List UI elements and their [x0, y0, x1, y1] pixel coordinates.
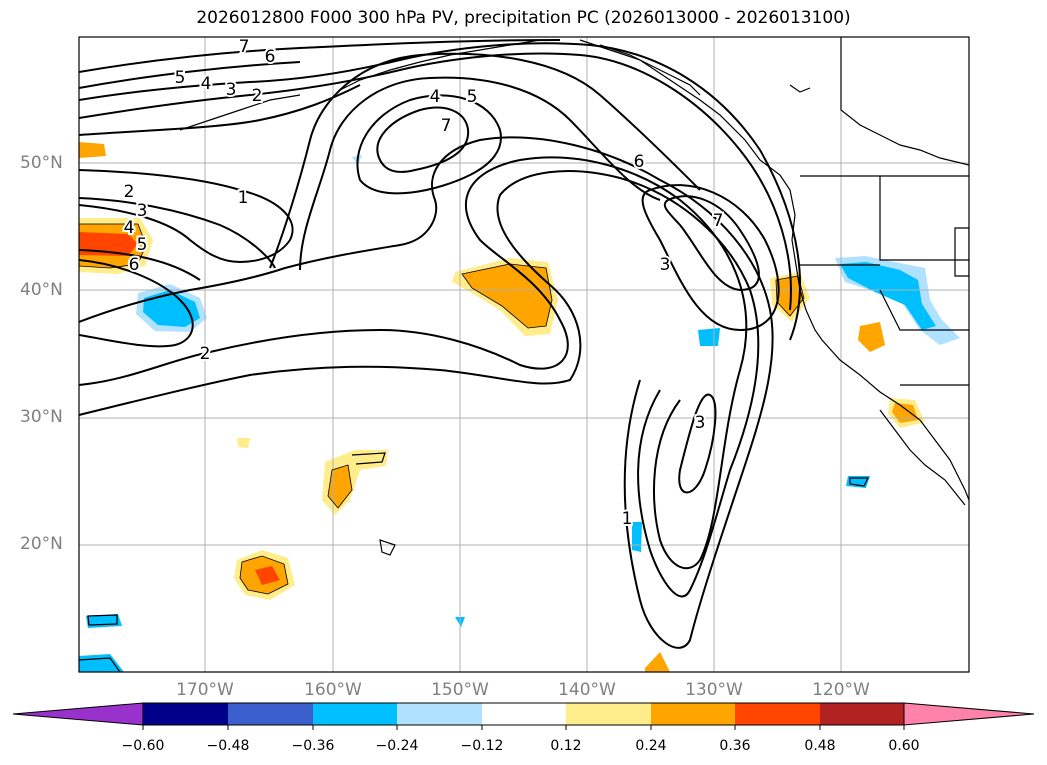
colorbar-extend-high [903, 702, 1035, 726]
contour-label: 5 [467, 87, 478, 107]
precip-outlines [79, 223, 805, 595]
colorbar-segment [397, 703, 482, 725]
colorbar-segment [228, 703, 313, 725]
colorbar-tick-label: −0.24 [375, 738, 419, 754]
contour-label: 7 [441, 116, 452, 136]
map-title: 2026012800 F000 300 hPa PV, precipitatio… [196, 8, 851, 28]
lon-label-130w: 130°W [685, 680, 743, 700]
pv-contours [79, 39, 801, 649]
precip-negative-land-mid [840, 262, 936, 330]
lon-label-170w: 170°W [176, 680, 234, 700]
lat-label-30n: 30°N [20, 407, 63, 427]
contour-label: 6 [634, 152, 645, 172]
colorbar-tick-label: 0.48 [804, 738, 836, 754]
contour-label: 1 [622, 509, 633, 529]
precip-positive-bottom [645, 652, 670, 672]
contour-label: 1 [238, 188, 249, 208]
contour-label: 3 [226, 80, 237, 100]
contour-label: 2 [124, 182, 135, 202]
colorbar-tick-label: −0.12 [460, 738, 504, 754]
lon-label-120w: 120°W [812, 680, 870, 700]
colorbar-segment [313, 703, 397, 725]
contour-label: 4 [201, 74, 212, 94]
precip-fills [79, 142, 960, 672]
map-frame [78, 36, 970, 673]
contour-label: 6 [129, 255, 140, 275]
contour-label: 2 [252, 86, 263, 106]
contour-label: 5 [175, 68, 186, 88]
colorbar-tick-label: −0.48 [206, 738, 250, 754]
lat-label-40n: 40°N [20, 280, 63, 300]
colorbar-tick-label: 0.12 [550, 738, 582, 754]
contour-label: 3 [695, 413, 706, 433]
precip-positive-nw [79, 142, 106, 158]
contour-label: 3 [660, 255, 671, 275]
colorbar-segment [651, 703, 735, 725]
colorbar-segment [820, 703, 904, 725]
contour-label: 7 [239, 37, 250, 57]
precip-positive-south-high [255, 566, 280, 585]
colorbar-extend-low [12, 702, 144, 726]
contour-label: 4 [124, 218, 135, 238]
contour-label: 5 [137, 235, 148, 255]
precip-negative-strip [632, 522, 642, 552]
colorbar-segment [566, 703, 651, 725]
precip-negative-bcal [698, 328, 720, 346]
precip-positive-small [237, 438, 250, 448]
colorbar-tick-label: 0.24 [635, 738, 667, 754]
contour-label: 2 [200, 344, 211, 364]
colorbar-tick-label: −0.60 [121, 738, 165, 754]
precip-negative-west-mid [143, 290, 200, 327]
contour-label: 3 [137, 201, 148, 221]
precip-positive-socal [858, 322, 885, 352]
contour-label: 4 [430, 87, 441, 107]
colorbar-tick-label: 0.60 [888, 738, 920, 754]
precip-negative-corner [79, 654, 124, 672]
contour-label: 7 [713, 211, 724, 231]
contour-labels: 7 6 5 4 3 2 4 5 7 2 3 4 5 6 1 2 6 7 3 3 … [122, 37, 726, 531]
lon-label-160w: 160°W [304, 680, 362, 700]
colorbar-segment [143, 703, 228, 725]
map-area: 7 6 5 4 3 2 4 5 7 2 3 4 5 6 1 2 6 7 3 3 … [79, 37, 969, 672]
lat-label-20n: 20°N [20, 534, 63, 554]
lon-label-140w: 140°W [558, 680, 616, 700]
colorbar-tick-label: −0.36 [291, 738, 335, 754]
lon-label-150w: 150°W [431, 680, 489, 700]
lat-label-50n: 50°N [20, 153, 63, 173]
colorbar-segment [735, 703, 820, 725]
contour-label: 6 [265, 47, 276, 67]
colorbar-tick-label: 0.36 [719, 738, 751, 754]
colorbar [12, 702, 1035, 730]
colorbar-segment [482, 703, 566, 725]
